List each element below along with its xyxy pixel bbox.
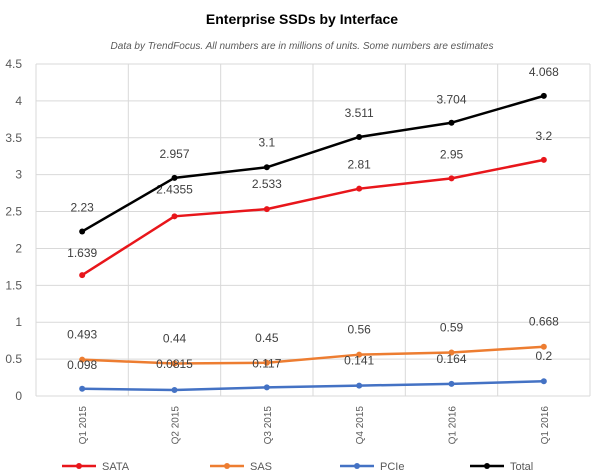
- data-label: 2.23: [70, 200, 94, 214]
- data-point: [171, 213, 178, 220]
- series-line-sas: [82, 345, 544, 365]
- data-label: 2.4355: [156, 182, 193, 196]
- data-label: 3.2: [535, 129, 552, 143]
- data-label: 0.493: [67, 328, 97, 342]
- x-axis: Q1 2015 Q2 2015 Q3 2015 Q4 2015 Q1 2016 Q1 20…: [78, 406, 551, 445]
- data-label: 0.668: [529, 315, 559, 329]
- x-tick-label: Q1 2016: [540, 406, 551, 445]
- data-point: [356, 133, 363, 140]
- legend-item-total: Total: [470, 461, 533, 473]
- y-axis: 0 0.5 1 1.5 2 2.5 3 3.5 4 4.5: [5, 57, 22, 403]
- data-point: [448, 380, 455, 387]
- data-point: [79, 385, 86, 392]
- legend-item-pcie: PCIe: [340, 461, 404, 473]
- data-point: [79, 356, 86, 363]
- x-tick-label: Q3 2015: [263, 406, 274, 445]
- data-point: [263, 384, 270, 391]
- data-label: 0.164: [436, 352, 466, 366]
- data-point: [79, 228, 86, 235]
- data-label: 0.44: [163, 332, 187, 346]
- data-label: 4.068: [529, 65, 559, 79]
- y-tick-label: 0: [15, 389, 22, 403]
- data-point: [79, 272, 86, 279]
- y-tick-label: 3.5: [5, 131, 22, 145]
- data-point: [356, 382, 363, 389]
- chart-subtitle: Data by TrendFocus. All numbers are in m…: [111, 41, 494, 52]
- y-tick-label: 4: [15, 94, 22, 108]
- series-sas: 0.493 0.44 0.45 0.56 0.59 0.668: [67, 315, 559, 367]
- series-total: 2.23 2.957 3.1 3.511 3.704 4.068: [70, 65, 559, 235]
- y-tick-label: 4.5: [5, 57, 22, 71]
- legend-marker: [484, 463, 490, 469]
- data-point: [263, 359, 270, 366]
- series-line-pcie: [82, 379, 544, 392]
- x-tick-label: Q2 2015: [171, 406, 182, 445]
- legend-label: SATA: [102, 461, 130, 473]
- data-label: 2.957: [159, 147, 189, 161]
- y-tick-label: 1.5: [5, 278, 22, 292]
- series-sata: 1.639 2.4355 2.533 2.81 2.95 3.2: [67, 129, 552, 279]
- data-label: 0.45: [255, 331, 279, 345]
- data-point: [540, 378, 547, 385]
- data-label: 2.95: [440, 147, 464, 161]
- data-point: [356, 351, 363, 358]
- data-point: [448, 349, 455, 356]
- y-tick-label: 3: [15, 168, 22, 182]
- legend-label: Total: [510, 461, 533, 473]
- legend: SATA SAS PCIe Total: [62, 461, 533, 473]
- data-label: 3.704: [436, 93, 466, 107]
- legend-item-sata: SATA: [62, 461, 130, 473]
- data-label: 0.2: [535, 349, 552, 363]
- data-label: 0.117: [252, 356, 281, 370]
- series-pcie: 0.098 0.0815 0.117 0.141 0.164 0.2: [67, 349, 552, 393]
- chart-title: Enterprise SSDs by Interface: [206, 11, 398, 27]
- y-tick-label: 2: [15, 241, 22, 255]
- data-point: [356, 185, 363, 192]
- data-label: 0.141: [344, 354, 374, 368]
- legend-item-sas: SAS: [210, 461, 272, 473]
- series-group: 1.639 2.4355 2.533 2.81 2.95 3.2 0.493 0.44 0.45…: [67, 65, 559, 393]
- y-tick-label: 0.5: [5, 352, 22, 366]
- data-point: [171, 174, 178, 181]
- data-label: 3.511: [345, 106, 374, 120]
- legend-label: SAS: [250, 461, 272, 473]
- data-label: 0.098: [67, 358, 97, 372]
- data-label: 3.1: [258, 135, 275, 149]
- data-point: [263, 206, 270, 213]
- data-label: 0.59: [440, 320, 464, 334]
- data-point: [540, 92, 547, 99]
- data-point: [448, 119, 455, 126]
- legend-marker: [224, 463, 230, 469]
- legend-marker: [76, 463, 82, 469]
- data-point: [540, 156, 547, 163]
- x-tick-label: Q4 2015: [355, 406, 366, 445]
- data-label: 0.56: [347, 323, 371, 337]
- data-point: [171, 360, 178, 367]
- series-line-sata: [81, 158, 545, 277]
- x-tick-label: Q1 2016: [448, 406, 459, 445]
- data-point: [448, 175, 455, 182]
- legend-marker: [354, 463, 360, 469]
- data-label: 0.0815: [156, 357, 193, 371]
- data-point: [171, 386, 178, 393]
- data-point: [540, 343, 547, 350]
- data-point: [263, 164, 270, 171]
- y-tick-label: 2.5: [5, 205, 22, 219]
- data-label: 2.81: [347, 158, 371, 172]
- series-line-total: [81, 94, 545, 233]
- y-tick-label: 1: [15, 315, 22, 329]
- x-tick-label: Q1 2015: [78, 406, 89, 445]
- data-label: 1.639: [67, 246, 97, 260]
- data-label: 2.533: [252, 177, 282, 191]
- gridlines: [35, 63, 591, 397]
- legend-label: PCIe: [380, 461, 404, 473]
